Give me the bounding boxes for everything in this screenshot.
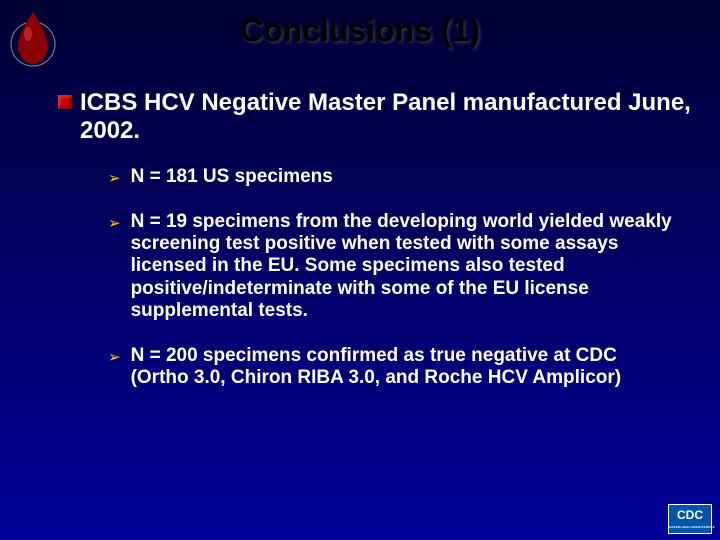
cdc-logo-subtext: SAFER•HEALTHIER•PEOPLE <box>669 525 711 529</box>
sub-bullet-text: N = 200 specimens confirmed as true nega… <box>131 345 680 390</box>
arrow-bullet-icon: ➢ <box>108 169 121 187</box>
arrow-bullet-icon: ➢ <box>108 348 121 366</box>
cdc-logo-icon: CDC SAFER•HEALTHIER•PEOPLE <box>668 504 712 534</box>
sub-bullet-text: N = 181 US specimens <box>131 166 333 188</box>
arrow-bullet-icon: ➢ <box>108 214 121 232</box>
blood-drop-logo-icon <box>8 8 58 68</box>
main-bullet-text: ICBS HCV Negative Master Panel manufactu… <box>80 89 720 144</box>
cdc-logo-text: CDC <box>677 508 703 522</box>
sub-bullet-list: ➢ N = 181 US specimens ➢ N = 19 specimen… <box>108 166 680 389</box>
list-item: ➢ N = 19 specimens from the developing w… <box>108 211 680 323</box>
list-item: ➢ N = 181 US specimens <box>108 166 680 188</box>
list-item: ➢ N = 200 specimens confirmed as true ne… <box>108 345 680 390</box>
main-bullet: ICBS HCV Negative Master Panel manufactu… <box>58 89 720 144</box>
sub-bullet-text: N = 19 specimens from the developing wor… <box>131 211 680 323</box>
red-square-bullet-icon <box>58 95 72 109</box>
slide-title: Conclusions (1) <box>0 0 720 49</box>
